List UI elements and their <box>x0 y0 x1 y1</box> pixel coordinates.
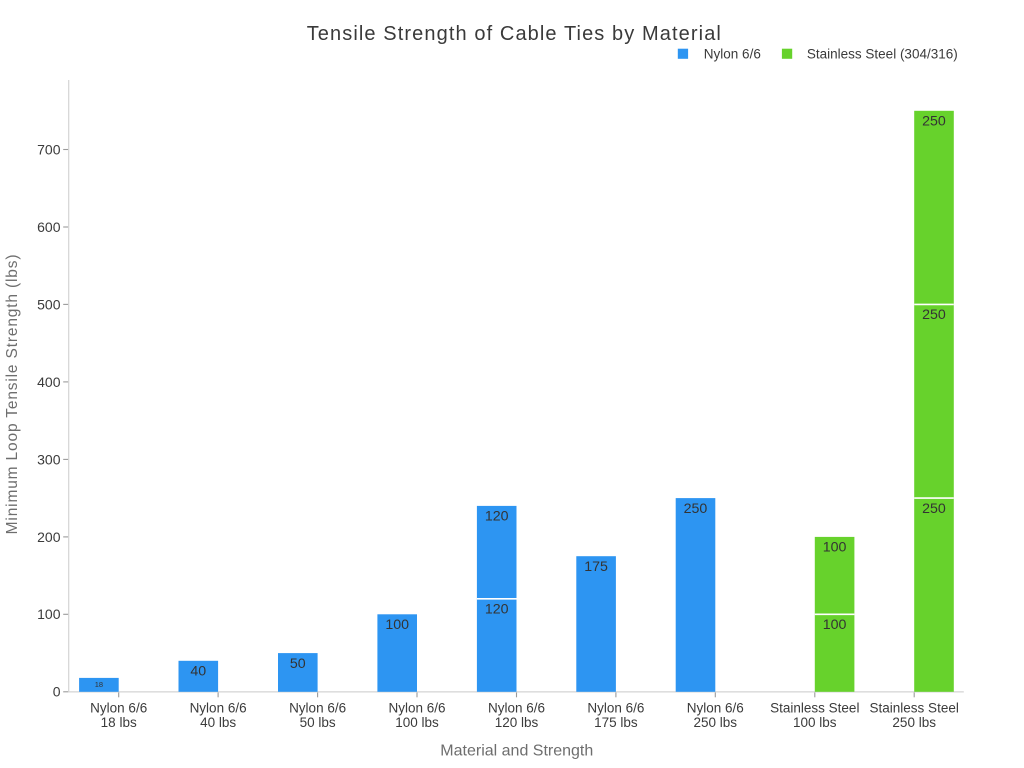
svg-text:100 lbs: 100 lbs <box>793 715 837 730</box>
svg-text:250: 250 <box>922 501 946 517</box>
svg-text:Nylon 6/6: Nylon 6/6 <box>90 700 147 715</box>
svg-text:50: 50 <box>290 656 306 672</box>
svg-text:250 lbs: 250 lbs <box>694 715 738 730</box>
svg-text:Nylon 6/6: Nylon 6/6 <box>488 700 545 715</box>
svg-text:200: 200 <box>37 529 61 545</box>
svg-text:40 lbs: 40 lbs <box>200 715 236 730</box>
svg-text:300: 300 <box>37 451 61 467</box>
svg-text:Nylon 6/6: Nylon 6/6 <box>587 700 644 715</box>
svg-text:Stainless Steel: Stainless Steel <box>770 700 859 715</box>
svg-text:18 lbs: 18 lbs <box>101 715 137 730</box>
svg-text:250: 250 <box>922 114 946 130</box>
svg-text:50 lbs: 50 lbs <box>300 715 336 730</box>
svg-text:18: 18 <box>95 680 103 689</box>
svg-text:Tensile Strength of Cable Ties: Tensile Strength of Cable Ties by Materi… <box>307 23 722 45</box>
svg-text:Nylon 6/6: Nylon 6/6 <box>289 700 346 715</box>
svg-text:100: 100 <box>823 617 847 633</box>
svg-text:120 lbs: 120 lbs <box>495 715 539 730</box>
svg-text:Material and Strength: Material and Strength <box>440 743 593 760</box>
svg-text:0: 0 <box>53 684 61 700</box>
svg-text:Minimum Loop Tensile Strength: Minimum Loop Tensile Strength (lbs) <box>4 254 21 535</box>
svg-text:250: 250 <box>922 307 946 323</box>
svg-text:250: 250 <box>684 501 708 517</box>
svg-text:120: 120 <box>485 602 509 618</box>
svg-text:175: 175 <box>584 559 608 575</box>
svg-text:700: 700 <box>37 141 61 157</box>
svg-text:Nylon 6/6: Nylon 6/6 <box>704 47 761 62</box>
svg-text:Nylon 6/6: Nylon 6/6 <box>687 700 744 715</box>
svg-text:175 lbs: 175 lbs <box>594 715 638 730</box>
svg-text:120: 120 <box>485 509 509 525</box>
svg-text:100: 100 <box>37 606 61 622</box>
svg-text:40: 40 <box>190 664 206 680</box>
svg-text:500: 500 <box>37 296 61 312</box>
svg-text:Stainless Steel (304/316): Stainless Steel (304/316) <box>807 47 958 62</box>
svg-text:Nylon 6/6: Nylon 6/6 <box>388 700 445 715</box>
svg-text:250 lbs: 250 lbs <box>892 715 936 730</box>
svg-text:Nylon 6/6: Nylon 6/6 <box>190 700 247 715</box>
svg-text:400: 400 <box>37 374 61 390</box>
svg-text:100: 100 <box>823 540 847 556</box>
svg-text:600: 600 <box>37 219 61 235</box>
svg-text:Stainless Steel: Stainless Steel <box>870 700 959 715</box>
svg-text:100: 100 <box>385 617 409 633</box>
svg-text:100 lbs: 100 lbs <box>395 715 439 730</box>
